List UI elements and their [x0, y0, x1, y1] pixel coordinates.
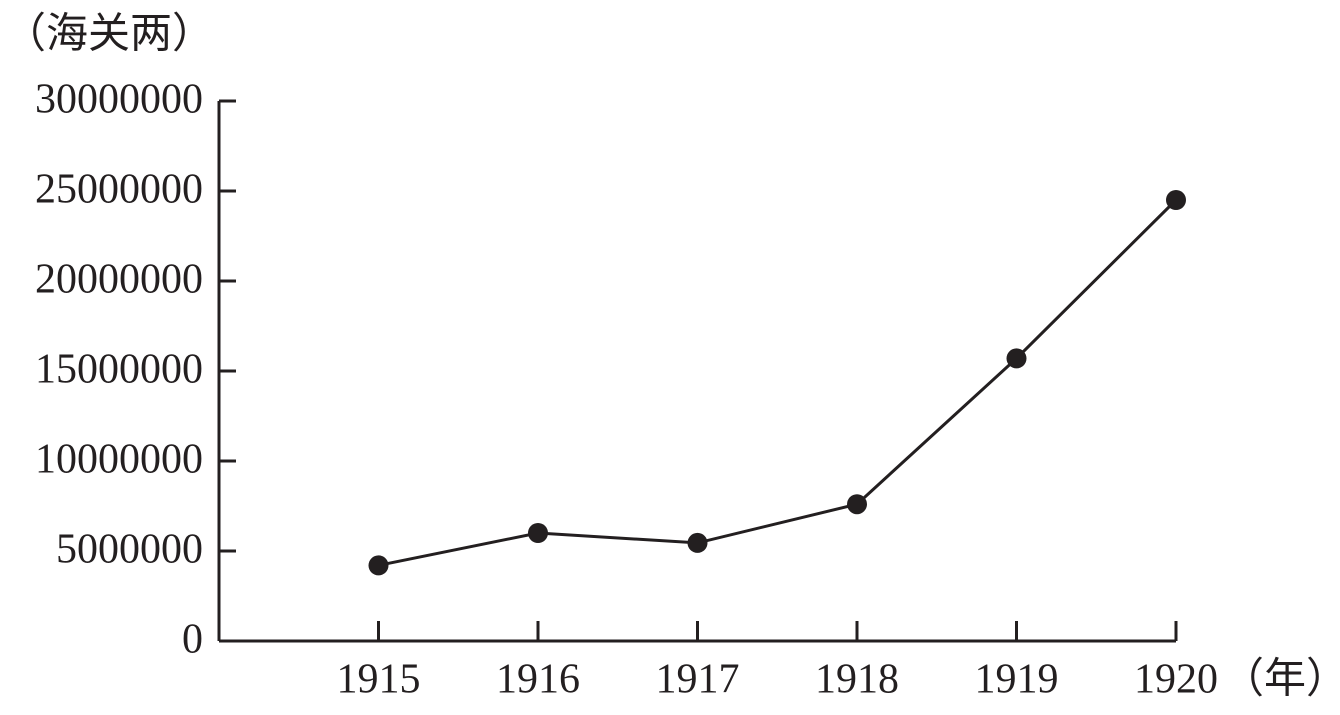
y-tick-label: 25000000: [35, 167, 203, 213]
y-tick-label: 15000000: [35, 347, 203, 393]
x-axis-label: （年）: [1222, 656, 1340, 703]
data-point: [1166, 190, 1186, 210]
x-tick-label: 1916: [496, 657, 580, 703]
data-line: [378, 198, 1178, 567]
y-tick-label: 5000000: [56, 527, 203, 573]
x-tick-label: 1920: [1134, 657, 1218, 703]
y-tick-label: 0: [182, 617, 203, 663]
y-tick-label: 20000000: [35, 257, 203, 303]
data-point: [847, 494, 867, 515]
x-tick-label: 1917: [656, 657, 740, 703]
y-tick-label: 30000000: [35, 77, 203, 123]
x-tick-label: 1915: [337, 657, 421, 703]
x-tick-label: 1919: [975, 657, 1059, 703]
data-point: [368, 555, 389, 576]
y-axis-label: （海关两）: [4, 12, 214, 58]
y-tick-label: 10000000: [35, 437, 203, 483]
data-point: [687, 532, 708, 553]
data-point: [1006, 348, 1027, 369]
x-tick-label: 1918: [815, 657, 899, 703]
data-point: [528, 523, 548, 543]
